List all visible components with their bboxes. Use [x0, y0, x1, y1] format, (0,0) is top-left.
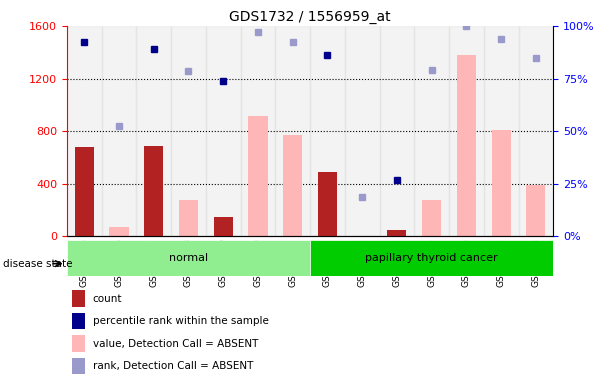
Bar: [75, 147, 94, 236]
Bar: [72, 290, 85, 307]
Bar: [206, 26, 241, 236]
Bar: [241, 26, 275, 236]
Bar: [275, 26, 310, 236]
Bar: [318, 172, 337, 236]
Bar: [283, 135, 302, 236]
Text: disease state: disease state: [3, 260, 72, 269]
Bar: [379, 26, 414, 236]
Text: rank, Detection Call = ABSENT: rank, Detection Call = ABSENT: [92, 361, 253, 371]
Bar: [67, 26, 102, 236]
Bar: [171, 26, 206, 236]
Bar: [67, 240, 310, 276]
Text: papillary thyroid cancer: papillary thyroid cancer: [365, 253, 498, 263]
Bar: [144, 146, 164, 236]
Bar: [249, 116, 268, 236]
Bar: [72, 313, 85, 329]
Bar: [387, 230, 407, 236]
Bar: [179, 200, 198, 236]
Bar: [72, 335, 85, 352]
Bar: [449, 26, 484, 236]
Bar: [310, 240, 553, 276]
Bar: [492, 130, 511, 236]
Bar: [109, 227, 128, 236]
Bar: [72, 358, 85, 374]
Bar: [102, 26, 136, 236]
Text: count: count: [92, 294, 122, 303]
Bar: [345, 26, 379, 236]
Bar: [484, 26, 519, 236]
Bar: [422, 200, 441, 236]
Text: normal: normal: [169, 253, 208, 263]
Title: GDS1732 / 1556959_at: GDS1732 / 1556959_at: [229, 10, 391, 24]
Bar: [519, 26, 553, 236]
Text: percentile rank within the sample: percentile rank within the sample: [92, 316, 269, 326]
Bar: [457, 55, 476, 236]
Bar: [213, 217, 233, 236]
Bar: [414, 26, 449, 236]
Text: value, Detection Call = ABSENT: value, Detection Call = ABSENT: [92, 339, 258, 348]
Bar: [527, 185, 545, 236]
Bar: [136, 26, 171, 236]
Bar: [310, 26, 345, 236]
